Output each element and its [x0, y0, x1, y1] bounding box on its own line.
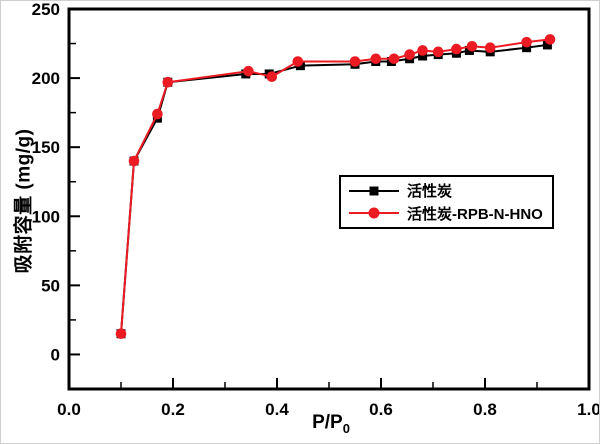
data-point-square — [418, 51, 428, 61]
data-point-circle — [417, 45, 428, 56]
legend: 活性炭 活性炭-RPB-N-HNO — [339, 175, 554, 229]
y-tick-label: 0 — [51, 345, 60, 364]
y-tick-label: 200 — [32, 69, 60, 88]
legend-item-activated-carbon-rpb-n-hno: 活性炭-RPB-N-HNO — [349, 203, 548, 224]
data-point-circle — [388, 53, 400, 65]
square-marker-icon — [369, 186, 379, 196]
data-point-circle — [404, 49, 415, 60]
data-point-circle — [128, 155, 140, 167]
data-point-circle — [466, 41, 478, 52]
data-point-circle — [544, 34, 556, 45]
data-point-square — [542, 40, 552, 50]
plot-frame — [67, 7, 591, 391]
y-tick-label: 100 — [32, 207, 60, 226]
legend-marker-black-square — [349, 184, 399, 197]
x-tick-label: 0.2 — [161, 400, 185, 419]
data-point-square — [522, 43, 532, 53]
legend-label: 活性炭 — [407, 183, 453, 201]
circle-marker-icon — [368, 207, 380, 219]
data-point-circle — [243, 65, 254, 77]
x-tick-label: 0.8 — [473, 400, 497, 419]
x-axis-title: P/P0 — [312, 412, 350, 436]
x-axis-title-subscript: 0 — [342, 420, 350, 436]
x-tick-label: 0.4 — [265, 400, 289, 419]
data-point-circle — [266, 71, 278, 83]
data-point-circle — [152, 108, 163, 120]
data-point-circle — [370, 53, 382, 65]
data-point-circle — [432, 46, 444, 58]
y-tick-label: 250 — [32, 1, 60, 19]
data-point-circle — [115, 328, 127, 340]
data-point-circle — [451, 43, 462, 55]
legend-marker-red-circle — [349, 207, 399, 220]
legend-label: 活性炭-RPB-N-HNO — [407, 205, 543, 223]
data-point-circle — [162, 76, 174, 88]
legend-item-activated-carbon: 活性炭 — [349, 180, 548, 201]
x-tick-label: 0.6 — [369, 400, 393, 419]
y-axis-title-text: 吸附容量 (mg/g) — [13, 128, 35, 274]
data-point-circle — [349, 56, 361, 67]
data-point-circle — [521, 36, 532, 48]
x-tick-label: 0.0 — [57, 400, 81, 419]
y-tick-label: 50 — [41, 276, 60, 295]
data-point-circle — [484, 42, 496, 53]
y-axis-title: 吸附容量 (mg/g) — [9, 129, 36, 274]
x-axis-title-text: P/P — [312, 412, 343, 433]
y-tick-label: 150 — [32, 138, 60, 157]
data-point-circle — [292, 56, 304, 67]
x-tick-label: 1.0 — [577, 400, 600, 419]
